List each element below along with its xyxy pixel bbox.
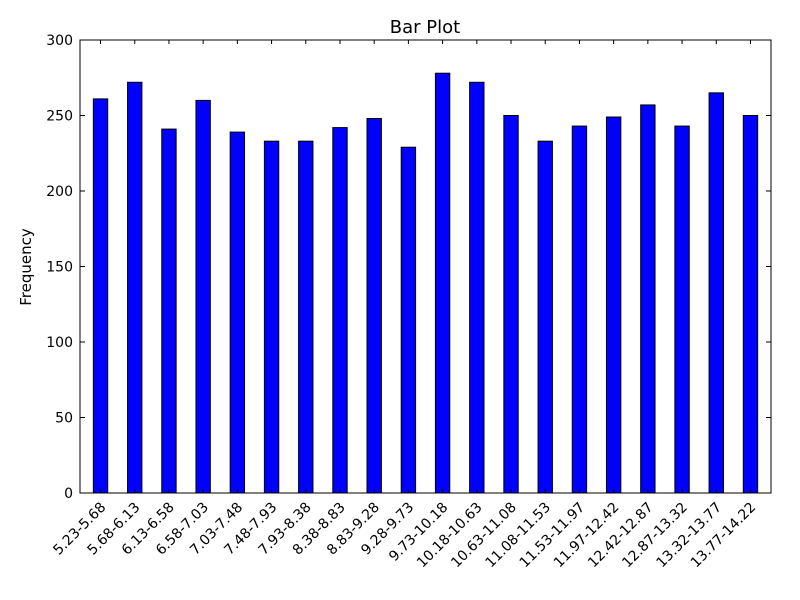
bar-5.23-5.68 [92, 98, 109, 494]
bar-8.83-9.28 [366, 118, 382, 494]
y-tick-label: 300 [46, 33, 73, 49]
bar-8.38-8.83 [332, 127, 348, 494]
bar-10.18-10.63 [469, 81, 485, 494]
bar-13.77-14.22 [742, 115, 759, 494]
y-axis-label: Frequency [17, 228, 35, 306]
y-tick-label: 50 [55, 411, 73, 427]
y-tick-label: 150 [46, 260, 73, 276]
bar-7.93-8.38 [298, 140, 314, 494]
y-tick-label: 0 [64, 486, 73, 502]
plot-frame [79, 39, 772, 494]
bar-6.58-7.03 [195, 99, 211, 494]
bar-10.63-11.08 [503, 115, 519, 494]
bar-7.48-7.93 [263, 140, 280, 494]
bar-12.42-12.87 [640, 104, 656, 494]
bar-6.13-6.58 [161, 128, 177, 494]
chart-title: Bar Plot [390, 17, 460, 38]
bar-9.28-9.73 [400, 146, 417, 494]
bars-layer [92, 72, 759, 494]
y-tick-label: 200 [46, 184, 73, 200]
bar-9.73-10.18 [434, 72, 451, 494]
bar-11.53-11.97 [571, 125, 588, 494]
bar-11.97-12.42 [605, 116, 622, 494]
bar-11.08-11.53 [537, 140, 553, 494]
bar-12.87-13.32 [674, 125, 690, 494]
bar-7.03-7.48 [229, 131, 246, 494]
bar-5.68-6.13 [127, 81, 143, 494]
y-tick-label: 100 [46, 335, 73, 351]
y-tick-label: 250 [46, 109, 73, 125]
bar-13.32-13.77 [708, 92, 724, 494]
